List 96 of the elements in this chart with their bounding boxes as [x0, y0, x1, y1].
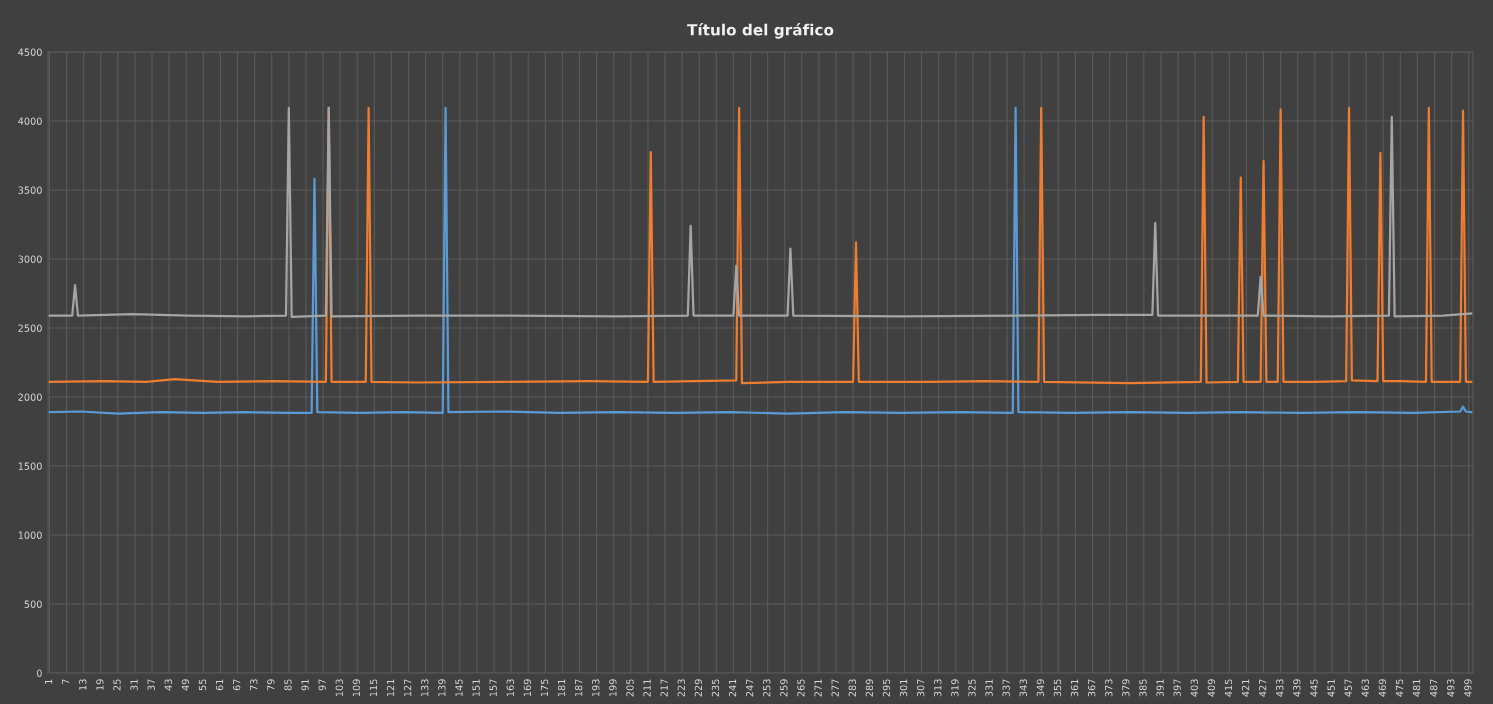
x-tick-label: 397 [1173, 679, 1181, 697]
x-tick-label: 73 [250, 679, 258, 691]
x-tick-label: 109 [352, 679, 361, 697]
x-tick-label: 361 [1070, 679, 1079, 697]
x-tick-label: 103 [335, 679, 343, 697]
y-tick-label: 3000 [18, 255, 42, 263]
x-tick-label: 349 [1036, 679, 1045, 697]
y-tick-label: 4500 [18, 48, 42, 56]
x-tick-label: 175 [540, 679, 549, 697]
x-tick-label: 187 [574, 679, 583, 697]
x-tick-label: 373 [1105, 679, 1113, 697]
x-tick-label: 79 [267, 679, 275, 691]
x-tick-label: 181 [557, 679, 566, 697]
x-tick-label: 1 [45, 679, 53, 684]
x-tick-label: 211 [643, 679, 651, 697]
x-tick-label: 199 [609, 679, 617, 697]
x-tick-label: 217 [660, 679, 668, 697]
x-tick-label: 445 [1310, 679, 1318, 697]
x-tick-label: 91 [301, 679, 309, 691]
x-tick-label: 481 [1412, 679, 1421, 697]
x-tick-label: 97 [318, 679, 326, 691]
y-tick-label: 500 [24, 600, 42, 608]
x-tick-label: 133 [421, 679, 429, 697]
x-tick-label: 451 [1327, 679, 1335, 697]
x-tick-label: 25 [113, 679, 121, 691]
x-tick-label: 367 [1087, 679, 1096, 697]
x-tick-label: 31 [130, 679, 138, 691]
x-tick-label: 13 [79, 679, 87, 690]
x-tick-label: 433 [1276, 679, 1284, 697]
x-tick-label: 121 [386, 679, 395, 697]
x-tick-label: 439 [1293, 679, 1301, 697]
y-tick-label: 1000 [18, 531, 42, 539]
x-tick-label: 391 [1156, 679, 1164, 697]
x-tick-label: 157 [489, 679, 497, 697]
x-tick-label: 55 [198, 679, 207, 691]
x-tick-label: 421 [1241, 679, 1250, 697]
x-tick-label: 307 [916, 679, 925, 697]
x-tick-label: 151 [472, 679, 480, 697]
x-tick-label: 475 [1395, 679, 1404, 697]
x-tick-label: 295 [882, 679, 891, 697]
y-tick-label: 1500 [18, 462, 42, 470]
line-series [48, 106, 1473, 319]
x-tick-label: 247 [745, 679, 754, 697]
x-tick-label: 223 [677, 679, 685, 697]
x-tick-label: 163 [506, 679, 514, 697]
x-tick-label: 337 [1002, 679, 1010, 697]
x-tick-label: 457 [1344, 679, 1352, 697]
x-tick-label: 241 [728, 679, 737, 697]
x-tick-label: 469 [1378, 679, 1387, 697]
x-tick-label: 259 [780, 679, 788, 697]
x-tick-label: 49 [181, 679, 190, 691]
x-tick-label: 319 [951, 679, 959, 697]
y-tick-label: 4000 [18, 117, 42, 125]
x-tick-label: 271 [814, 679, 822, 697]
x-tick-label: 253 [763, 679, 771, 697]
y-tick-label: 3500 [18, 186, 42, 194]
x-tick-label: 385 [1139, 679, 1147, 697]
x-tick-label: 493 [1447, 679, 1455, 697]
x-tick-label: 331 [985, 679, 993, 697]
x-tick-label: 139 [438, 679, 446, 697]
x-tick-label: 499 [1464, 679, 1472, 697]
x-tick-label: 403 [1190, 679, 1198, 697]
chart-title: Título del gráfico [687, 23, 834, 39]
x-tick-label: 313 [934, 679, 942, 697]
x-tick-label: 325 [968, 679, 976, 697]
x-tick-label: 205 [626, 679, 634, 697]
x-tick-label: 301 [899, 679, 908, 697]
x-tick-label: 127 [403, 679, 412, 697]
x-tick-label: 145 [455, 679, 463, 697]
x-tick-label: 355 [1053, 679, 1062, 697]
x-tick-label: 415 [1224, 679, 1233, 697]
x-tick-label: 229 [694, 679, 703, 697]
y-tick-label: 2000 [18, 393, 42, 401]
x-tick-label: 463 [1361, 679, 1369, 697]
x-tick-label: 43 [164, 679, 172, 691]
x-tick-label: 277 [831, 679, 839, 697]
x-tick-label: 67 [232, 679, 241, 691]
x-tick-label: 265 [797, 679, 805, 697]
y-tick-label: 0 [36, 669, 42, 677]
x-tick-label: 37 [147, 679, 155, 691]
x-tick-label: 169 [523, 679, 532, 697]
x-tick-label: 193 [592, 679, 600, 697]
x-tick-label: 115 [369, 679, 378, 697]
y-tick-label: 2500 [18, 324, 42, 332]
x-tick-label: 427 [1258, 679, 1267, 697]
x-tick-label: 409 [1207, 679, 1216, 697]
x-tick-label: 487 [1429, 679, 1438, 697]
x-tick-label: 235 [711, 679, 720, 697]
x-tick-label: 61 [215, 679, 224, 691]
x-tick-label: 379 [1122, 679, 1130, 697]
x-tick-label: 7 [62, 679, 70, 684]
x-tick-label: 289 [865, 679, 874, 697]
x-tick-label: 343 [1019, 679, 1027, 697]
x-tick-label: 19 [96, 679, 104, 690]
x-tick-label: 283 [848, 679, 856, 697]
x-tick-label: 85 [284, 679, 292, 691]
